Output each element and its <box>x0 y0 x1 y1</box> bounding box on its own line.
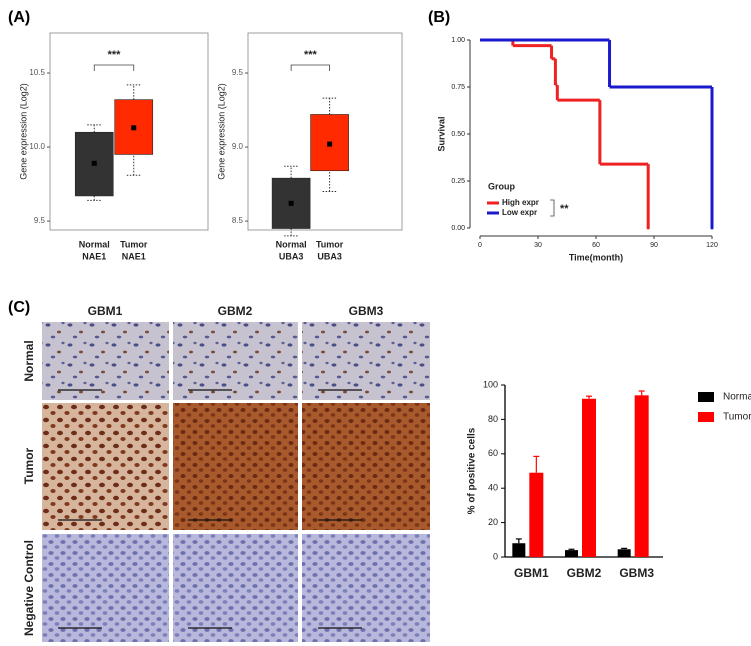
x-tick-label: Normal <box>276 239 307 249</box>
y-tick-label: 9.0 <box>232 142 244 151</box>
micrograph <box>42 322 169 400</box>
bar <box>582 398 596 557</box>
legend-label: Low expr <box>502 208 537 217</box>
plot-frame <box>247 32 403 231</box>
legend-label: High expr <box>502 198 539 207</box>
y-tick-label: 10.5 <box>29 68 45 77</box>
x-axis-label: Time(month) <box>569 252 623 262</box>
y-tick-label: 20 <box>488 517 498 527</box>
micrograph <box>173 322 298 400</box>
mean-marker <box>288 200 294 206</box>
row-header: Normal <box>22 340 36 381</box>
legend-label: Normal <box>723 392 751 403</box>
x-tick-label: 60 <box>592 242 600 249</box>
row-header: Tumor <box>22 447 36 484</box>
x-tick-label: Normal <box>79 239 110 249</box>
survival-end <box>646 226 650 230</box>
x-tick-label: UBA3 <box>279 251 304 261</box>
legend-swatch <box>698 392 714 402</box>
micrograph <box>173 403 298 530</box>
y-tick-label: 0.00 <box>451 225 465 232</box>
y-tick-label: 9.5 <box>34 216 46 225</box>
legend-swatch <box>698 412 714 422</box>
y-tick-label: 1.00 <box>451 37 465 44</box>
bar <box>512 543 526 557</box>
y-axis-label: Gene expression (Log2) <box>216 83 226 180</box>
survival-end <box>710 226 714 230</box>
annotation: ** <box>560 203 569 215</box>
column-header: GBM3 <box>349 304 384 318</box>
micrograph <box>302 322 430 400</box>
y-tick-label: 60 <box>488 448 498 458</box>
y-tick-label: 100 <box>483 379 498 389</box>
y-tick-label: 0 <box>493 551 498 561</box>
column-header: GBM1 <box>88 304 123 318</box>
x-tick-label: GBM3 <box>619 566 654 580</box>
y-tick-label: 0.75 <box>451 84 465 91</box>
micrograph <box>42 534 169 642</box>
bar <box>634 395 649 557</box>
bar <box>565 550 578 557</box>
mean-marker <box>91 160 97 166</box>
micrograph <box>173 534 298 642</box>
legend-label: Tumor <box>723 412 751 423</box>
x-tick-label: 0 <box>478 242 482 249</box>
column-header: GBM2 <box>218 304 253 318</box>
micrograph <box>302 403 430 530</box>
y-tick-label: 80 <box>488 414 498 424</box>
significance-bracket <box>290 64 331 71</box>
micrograph <box>302 534 430 642</box>
x-tick-label: Tumor <box>316 239 344 249</box>
annotation: *** <box>108 49 122 61</box>
x-tick-label: Tumor <box>120 239 148 249</box>
significance-bracket <box>550 199 555 217</box>
x-tick-label: UBA3 <box>317 251 342 261</box>
significance-bracket <box>93 64 135 71</box>
plot-frame <box>49 32 209 231</box>
annotation: *** <box>304 49 318 61</box>
micrograph <box>42 403 169 530</box>
panel-label: (B) <box>428 9 450 26</box>
x-tick-label: 120 <box>706 242 718 249</box>
x-tick-label: GBM1 <box>514 566 549 580</box>
micrographs: GBM1 GBM2 GBM3 Normal Tumor Negative Con… <box>22 304 430 642</box>
x-tick-label: GBM2 <box>567 566 602 580</box>
legend-title: Group <box>488 181 515 191</box>
y-axis-label: % of positive cells <box>467 427 478 514</box>
bar <box>529 472 544 557</box>
x-tick-label: 30 <box>534 242 542 249</box>
x-tick-label: NAE1 <box>122 251 146 261</box>
y-tick-label: 0.25 <box>451 178 465 185</box>
mean-marker <box>327 141 333 147</box>
panel-label: (A) <box>8 9 30 26</box>
x-tick-label: NAE1 <box>82 251 106 261</box>
y-tick-label: 9.5 <box>232 68 244 77</box>
row-header: Negative Control <box>22 540 36 636</box>
y-tick-label: 10.0 <box>29 142 45 151</box>
y-axis-label: Survival <box>436 116 446 151</box>
y-tick-label: 0.50 <box>451 131 465 138</box>
panel-label: (C) <box>8 299 30 316</box>
x-tick-label: 90 <box>650 242 658 249</box>
mean-marker <box>131 125 137 131</box>
y-tick-label: 40 <box>488 483 498 493</box>
y-tick-label: 8.5 <box>232 216 244 225</box>
y-axis-label: Gene expression (Log2) <box>18 83 28 180</box>
box <box>271 177 311 229</box>
bar <box>617 549 631 557</box>
